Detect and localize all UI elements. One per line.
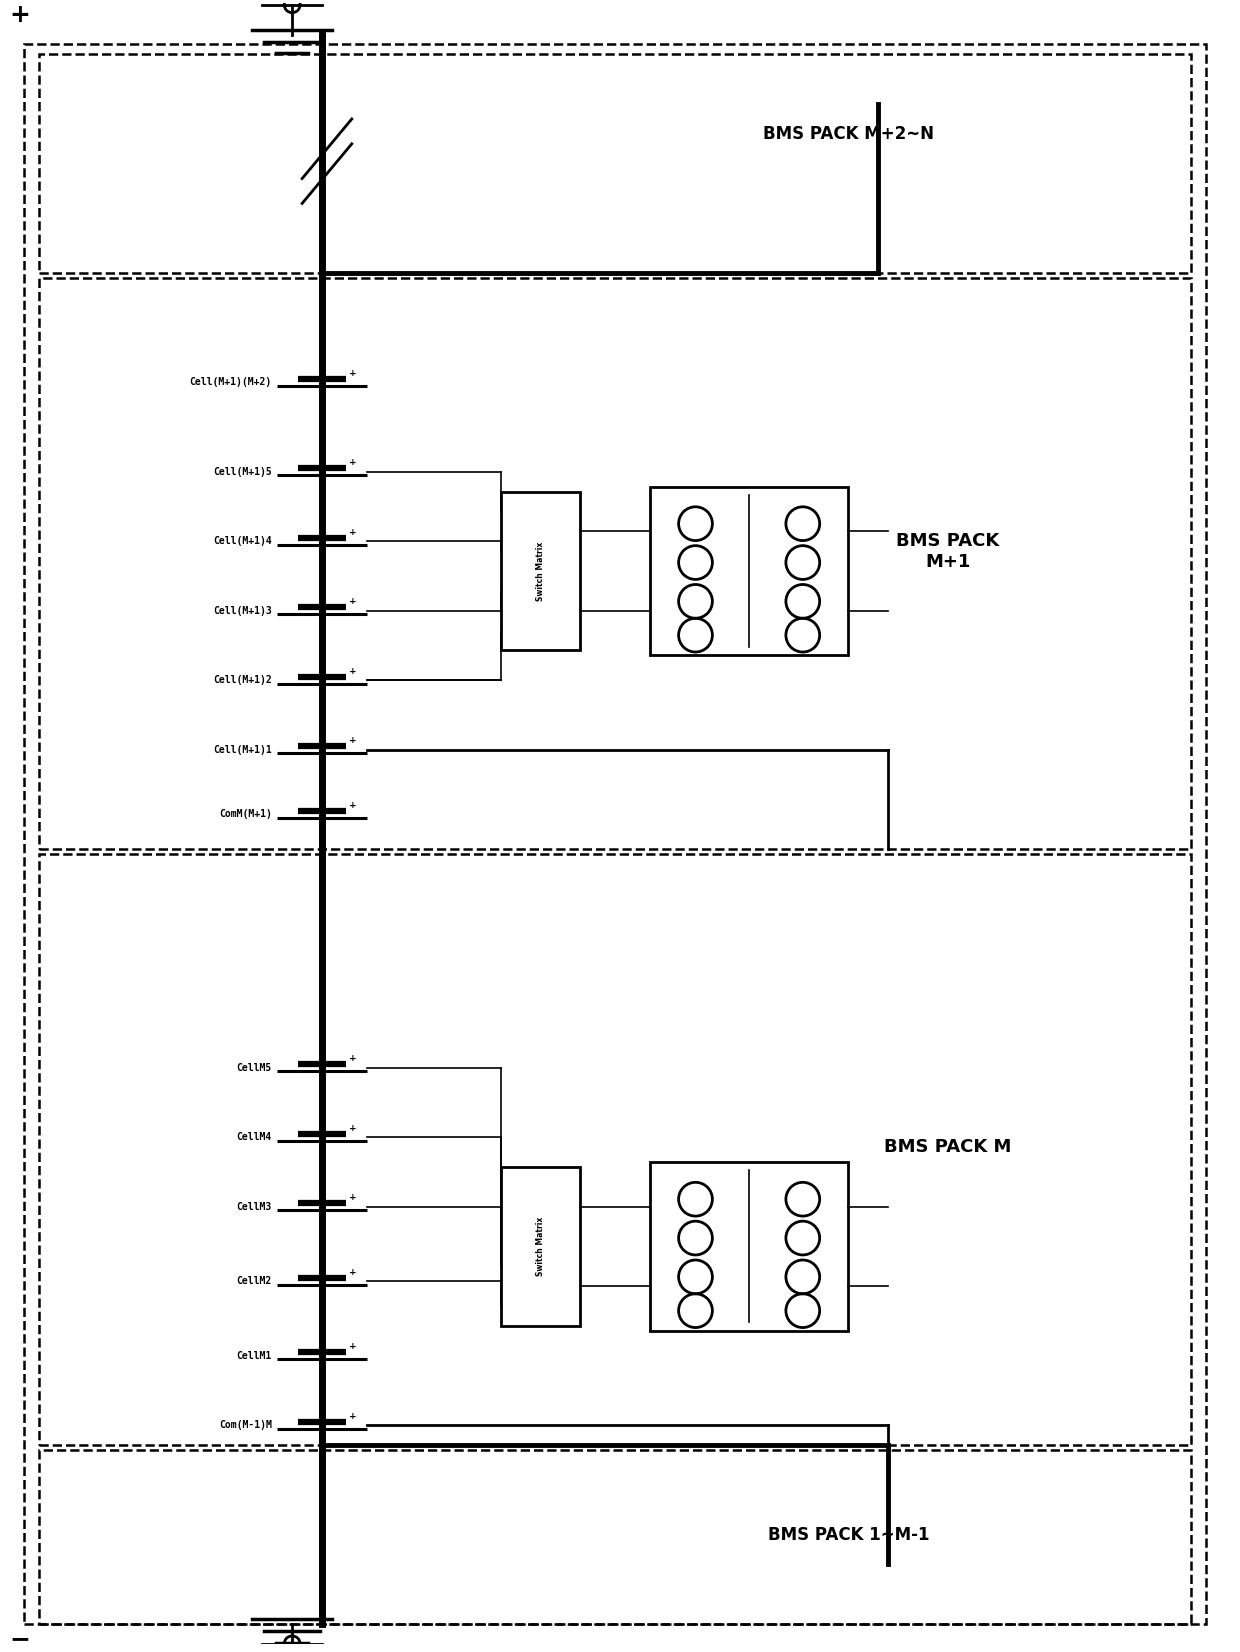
Text: Switch Matrix: Switch Matrix bbox=[536, 542, 546, 601]
Bar bbox=[650, 487, 848, 656]
Text: +: + bbox=[350, 1267, 357, 1277]
Text: +: + bbox=[350, 1343, 357, 1351]
Text: CellM3: CellM3 bbox=[237, 1201, 272, 1213]
Text: +: + bbox=[350, 598, 357, 606]
Text: +: + bbox=[9, 3, 30, 26]
Text: +: + bbox=[350, 737, 357, 745]
Text: BMS PACK M+2~N: BMS PACK M+2~N bbox=[763, 126, 934, 142]
Text: Cell(M+1)(M+2): Cell(M+1)(M+2) bbox=[190, 377, 272, 387]
Text: +: + bbox=[350, 458, 357, 468]
Text: Com(M-1)M: Com(M-1)M bbox=[219, 1421, 272, 1431]
Text: Cell(M+1)1: Cell(M+1)1 bbox=[213, 745, 272, 755]
Bar bbox=[650, 1161, 848, 1332]
Text: +: + bbox=[350, 667, 357, 676]
Text: +: + bbox=[350, 1054, 357, 1064]
Text: BMS PACK 1~M-1: BMS PACK 1~M-1 bbox=[768, 1525, 929, 1543]
Text: CellM4: CellM4 bbox=[237, 1132, 272, 1142]
Text: +: + bbox=[350, 1412, 357, 1421]
Text: +: + bbox=[350, 1123, 357, 1133]
Text: +: + bbox=[350, 1193, 357, 1203]
Bar bbox=[501, 1166, 580, 1327]
Bar bbox=[501, 492, 580, 651]
Text: Cell(M+1)2: Cell(M+1)2 bbox=[213, 676, 272, 686]
Text: CellM5: CellM5 bbox=[237, 1062, 272, 1072]
Text: Switch Matrix: Switch Matrix bbox=[536, 1218, 546, 1275]
Text: Cell(M+1)4: Cell(M+1)4 bbox=[213, 537, 272, 547]
Text: Cell(M+1)5: Cell(M+1)5 bbox=[213, 466, 272, 477]
Text: BMS PACK
M+1: BMS PACK M+1 bbox=[897, 532, 999, 570]
Text: CellM2: CellM2 bbox=[237, 1277, 272, 1287]
Text: CellM1: CellM1 bbox=[237, 1351, 272, 1361]
Text: +: + bbox=[350, 801, 357, 809]
Text: Cell(M+1)3: Cell(M+1)3 bbox=[213, 606, 272, 616]
Text: ComM(M+1): ComM(M+1) bbox=[219, 809, 272, 819]
Text: +: + bbox=[350, 368, 357, 378]
Text: BMS PACK M: BMS PACK M bbox=[884, 1138, 1012, 1156]
Text: −: − bbox=[9, 1627, 30, 1650]
Text: +: + bbox=[350, 527, 357, 537]
